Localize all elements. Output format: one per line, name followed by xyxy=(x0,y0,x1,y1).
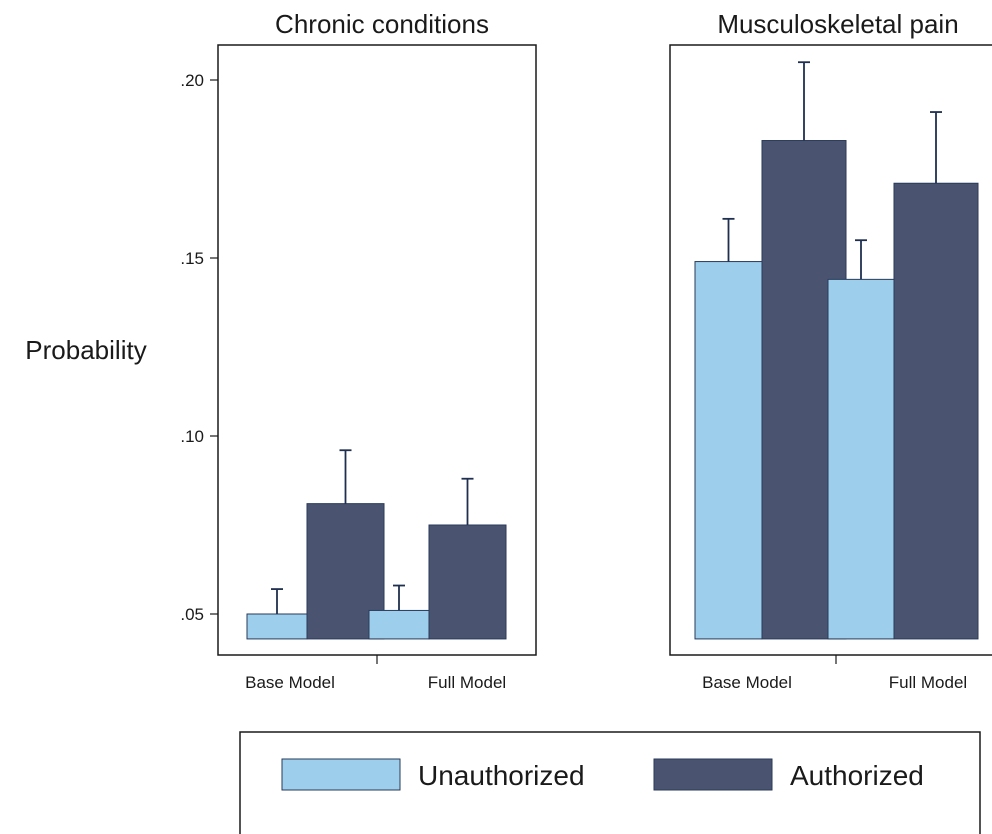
legend-label-authorized: Authorized xyxy=(790,760,924,791)
y-axis-label: Probability xyxy=(25,335,146,365)
x-category-label: Full Model xyxy=(889,673,967,692)
panel-marks-musculoskeletal xyxy=(694,61,979,640)
bar-authorized xyxy=(893,182,979,640)
panel-title-chronic: Chronic conditions xyxy=(275,9,489,39)
y-tick-label: .05 xyxy=(180,605,204,624)
legend-swatch-authorized xyxy=(653,758,773,791)
legend: Unauthorized Authorized xyxy=(239,731,981,834)
panel-frame-musculoskeletal xyxy=(669,44,992,656)
legend-swatch-unauthorized xyxy=(281,758,401,791)
legend-label-unauthorized: Unauthorized xyxy=(418,760,585,791)
bar-unauthorized xyxy=(246,613,308,640)
bar-unauthorized xyxy=(694,261,763,640)
panel-marks-chronic xyxy=(246,449,507,640)
y-tick-label: .15 xyxy=(180,249,204,268)
x-category-label: Full Model xyxy=(428,673,506,692)
bar-unauthorized xyxy=(827,278,895,640)
y-tick-label: .10 xyxy=(180,427,204,446)
bar-unauthorized xyxy=(368,609,430,640)
x-category-label: Base Model xyxy=(702,673,792,692)
y-tick-label: .20 xyxy=(180,71,204,90)
y-axis: .20 .15 .10 .05 xyxy=(180,71,218,624)
bar-authorized xyxy=(428,524,507,640)
x-category-label: Base Model xyxy=(245,673,335,692)
panel-title-musculoskeletal: Musculoskeletal pain xyxy=(717,9,958,39)
